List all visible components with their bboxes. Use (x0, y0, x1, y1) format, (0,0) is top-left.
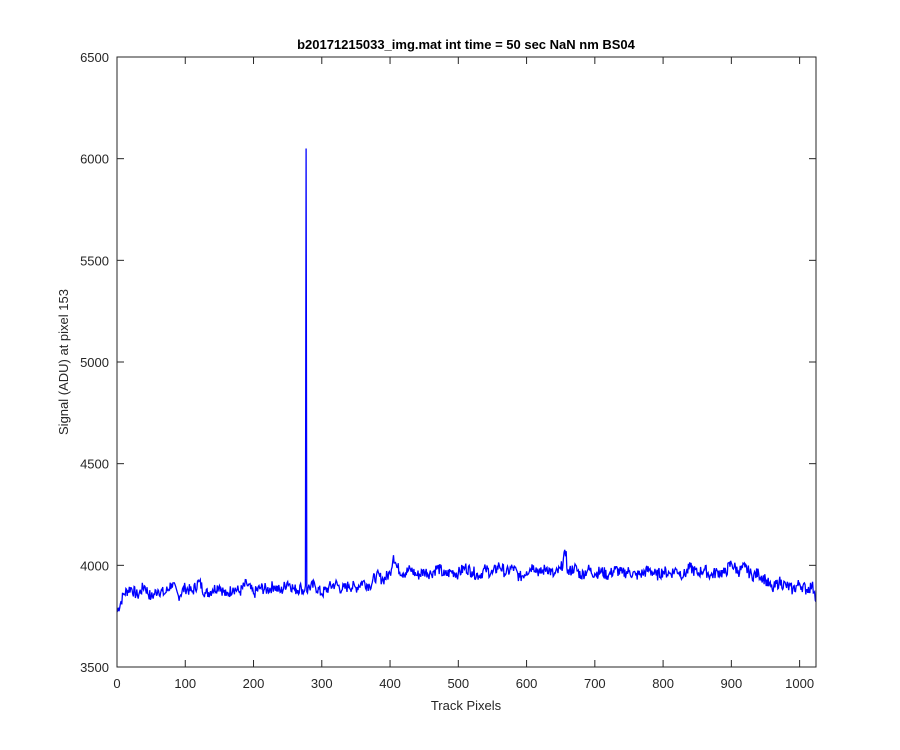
x-tick-label: 1000 (785, 676, 814, 691)
x-tick-label: 0 (113, 676, 120, 691)
y-tick-label: 3500 (80, 660, 109, 675)
x-tick-label: 300 (311, 676, 333, 691)
x-tick-label: 500 (447, 676, 469, 691)
x-tick-label: 700 (584, 676, 606, 691)
x-tick-label: 600 (516, 676, 538, 691)
y-tick-label: 5000 (80, 355, 109, 370)
x-tick-label: 100 (174, 676, 196, 691)
x-tick-label: 400 (379, 676, 401, 691)
x-tick-label: 200 (243, 676, 265, 691)
y-axis-label: Signal (ADU) at pixel 153 (56, 289, 71, 435)
y-tick-label: 6000 (80, 152, 109, 167)
x-tick-label: 900 (721, 676, 743, 691)
chart-title: b20171215033_img.mat int time = 50 sec N… (297, 37, 636, 52)
axes: 0 100 200 300 400 500 600 700 800 900 1000 3500 4000… (80, 50, 817, 691)
plot-area (116, 148, 817, 613)
y-tick-label: 4500 (80, 457, 109, 472)
y-tick-label: 5500 (80, 253, 109, 268)
y-tick-label: 6500 (80, 50, 109, 65)
x-tick-label: 800 (652, 676, 674, 691)
x-axis-label: Track Pixels (431, 698, 502, 713)
y-tick-label: 4000 (80, 558, 109, 573)
series-line (116, 148, 817, 613)
